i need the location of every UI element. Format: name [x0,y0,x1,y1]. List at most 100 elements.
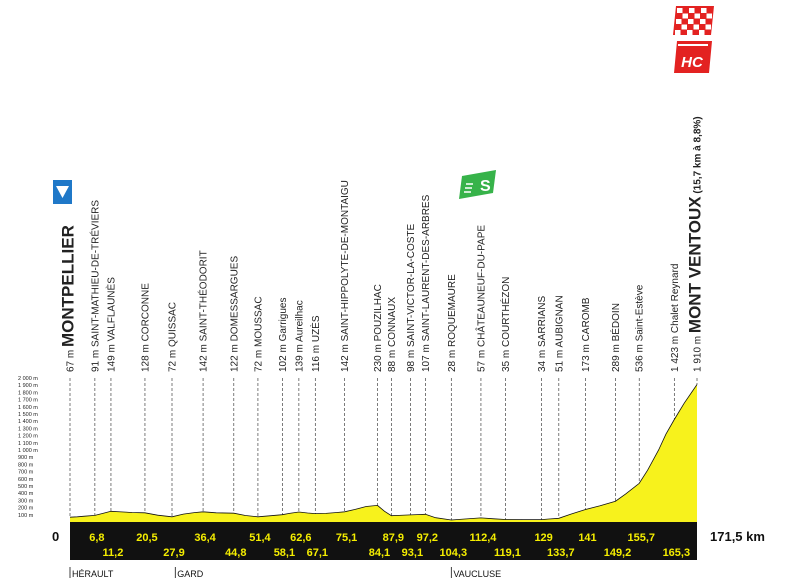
start-flag-icon [53,180,72,204]
waypoint-name: DOMESSARGUES [229,256,240,342]
waypoint-name: POUZILHAC [373,284,384,341]
waypoint-altitude: 91 m [90,347,101,372]
y-tick-label: 400 m [18,491,34,497]
waypoint-name: SARRIANS [537,296,548,347]
waypoint-label: 1 910 m MONT VENTOUX (15,7 km à 8,8%) [686,116,705,372]
total-distance-label: 171,5 km [710,529,765,544]
waypoint-label: 72 m MOUSSAC [253,296,264,372]
waypoint-label: 1 423 m Chalet Reynard [670,264,681,372]
flag-check [694,13,700,19]
waypoint-name: SAINT-HIPPOLYTE-DE-MONTAIGU [340,180,351,341]
waypoint-altitude: 72 m [168,347,179,372]
waypoint-label: 57 m CHÂTEAUNEUF-DU-PAPE [474,225,487,372]
y-tick-label: 600 m [18,477,34,483]
y-tick-label: 200 m [18,506,34,512]
waypoint-label: 107 m SAINT-LAURENT-DES-ARBRES [421,194,432,372]
waypoint-altitude: 116 m [311,342,322,372]
flag-check [681,24,687,30]
waypoint-label: 67 m MONTPELLIER [59,225,78,372]
waypoint-altitude: 1 423 m [670,333,681,372]
waypoint-label: 116 m UZÈS [309,315,322,372]
waypoint-label: 34 m SARRIANS [537,296,548,372]
waypoint-altitude: 142 m [340,341,351,372]
waypoint-name: AUBIGNAN [554,295,565,347]
waypoint-label: 72 m QUISSAC [168,302,179,372]
y-tick-label: 100 m [18,513,34,519]
flag-check [705,24,711,30]
km-label: 129 [534,532,552,544]
km-label: 20,5 [136,532,157,544]
waypoint-label: 139 m Aureilhac [294,300,305,372]
waypoint-label: 149 m VALFLAUNÈS [104,277,117,372]
waypoint-name: CHÂTEAUNEUF-DU-PAPE [474,225,487,347]
department-label: GARD [177,569,204,579]
km-label: 112,4 [469,532,497,544]
waypoint-altitude: 289 m [611,341,622,372]
waypoint-altitude: 128 m [140,341,151,372]
waypoint-altitude: 72 m [253,347,264,372]
waypoint-label: 102 m Garrigues [278,298,289,372]
y-tick-label: 1 200 m [18,434,38,440]
flag-check [688,19,694,24]
y-tick-label: 1 300 m [18,426,38,432]
flag-check [701,8,707,13]
waypoint-name: MONTPELLIER [59,225,78,347]
y-tick-label: 300 m [18,498,34,504]
y-tick-label: 1 500 m [18,412,38,418]
y-tick-label: 1 400 m [18,419,38,425]
waypoint-name: CONNAUX [387,297,398,347]
waypoint-name: SAINT-VICTOR-LA-COSTE [406,223,417,346]
waypoint-altitude: 28 m [447,347,458,372]
km-label: 58,1 [274,547,295,559]
waypoint-name: SAINT-LAURENT-DES-ARBRES [421,194,432,341]
waypoint-altitude: 122 m [229,341,240,372]
waypoint-name: Garrigues [278,298,289,342]
flag-check [677,8,683,13]
waypoint-label: 88 m CONNAUX [387,297,398,372]
checkered-flag-icon [673,6,714,35]
km-label: 75,1 [336,532,357,544]
flag-check [693,24,699,30]
waypoint-label: 91 m SAINT-MATHIEU-DE-TRÉVIERS [88,200,101,372]
y-tick-label: 1 600 m [18,405,38,411]
flag-check [689,8,695,13]
km-label: 84,1 [369,547,390,559]
km-label: 141 [578,532,596,544]
elevation-profile-line [69,384,698,521]
waypoint-label: 51 m AUBIGNAN [554,295,565,372]
km-label: 97,2 [417,532,438,544]
waypoint-name: SAINT-THÉODORIT [197,250,210,341]
flag-check [700,19,706,24]
department-label: VAUCLUSE [453,569,501,579]
waypoint-name: UZÈS [309,315,322,342]
y-tick-label: 500 m [18,484,34,490]
waypoint-name: SAINT-MATHIEU-DE-TRÉVIERS [88,200,101,347]
km-label: 62,6 [290,532,311,544]
km-label: 119,1 [494,547,521,559]
waypoint-label: 289 m BÉDOIN [609,303,622,372]
y-tick-label: 1 000 m [18,448,38,454]
flag-check [687,30,693,35]
climb-summary: (15,7 km à 8,8%) [693,116,704,196]
km-label: 165,3 [663,547,691,559]
flag-check [699,30,705,35]
waypoint-name: BÉDOIN [609,303,622,341]
waypoint-altitude: 57 m [476,347,487,372]
waypoint-altitude: 536 m [635,341,646,372]
waypoint-altitude: 149 m [106,341,117,372]
waypoint-altitude: 51 m [554,348,565,372]
waypoint-label: 122 m DOMESSARGUES [229,256,240,372]
km-label: 133,7 [547,547,575,559]
km-labels: 6,8 11,2 20,5 27,9 36,4 44,851,458,1 62,6 67,1 7… [89,532,690,559]
waypoint-name: Saint-Estève [635,284,646,341]
km-label: 149,2 [604,547,632,559]
km-label: 87,9 [383,532,404,544]
waypoint-name: Chalet Reynard [670,264,681,333]
y-tick-label: 1 700 m [18,398,38,404]
waypoint-labels: 67 m MONTPELLIER 91 m SAINT-MATHIEU-DE-TR… [59,116,705,372]
km-label: 104,3 [440,547,468,559]
waypoint-name: ROQUEMAURE [447,274,458,347]
waypoint-altitude: 88 m [387,347,398,372]
y-tick-label: 700 m [18,470,34,476]
